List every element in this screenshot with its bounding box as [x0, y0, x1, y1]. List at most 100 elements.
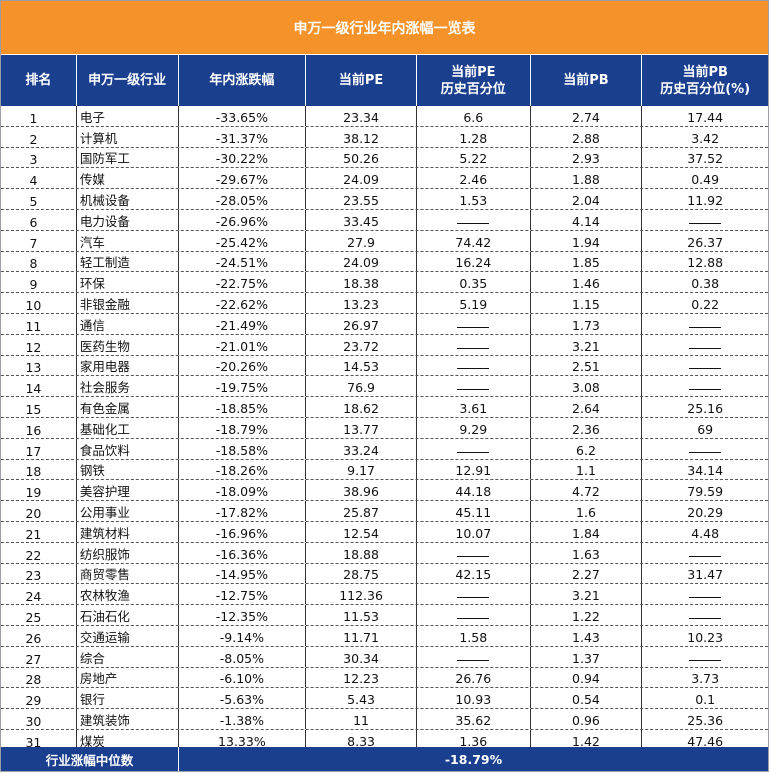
header-pb-percentile: 当前PB 历史百分位(%): [642, 55, 768, 106]
cell-industry: 有色金属: [77, 397, 179, 417]
header-pe: 当前PE: [306, 55, 417, 106]
cell-industry: 基础化工: [77, 417, 179, 438]
cell-industry-text: 医药生物: [79, 338, 130, 354]
table-row: 19 美容护理 -18.09% 38.96 44.18 4.72 79.59: [1, 480, 768, 502]
cell-pe-text: 5.43: [347, 692, 375, 708]
cell-pb-text: 2.93: [572, 151, 600, 167]
cell-rank: 17: [1, 438, 77, 459]
cell-change: -17.82%: [179, 501, 307, 521]
cell-change-text: -20.26%: [215, 359, 268, 375]
cell-change: -25.42%: [179, 230, 307, 251]
cell-change: -20.26%: [179, 355, 307, 376]
cell-pb: 3.21: [531, 334, 643, 355]
cell-pb-percentile-text: 26.37: [687, 234, 724, 250]
cell-pe-percentile: 74.42: [417, 230, 531, 251]
cell-pb-percentile: 3.73: [642, 668, 768, 688]
cell-pb-text: 2.04: [572, 192, 600, 208]
cell-pe: 28.75: [306, 563, 417, 584]
cell-pb-text: 0.54: [572, 692, 600, 708]
cell-pe: 8.33: [306, 729, 417, 750]
cell-pe: 112.36: [306, 584, 417, 605]
cell-rank-text: 31: [25, 734, 42, 750]
cell-change-text: -14.95%: [215, 567, 268, 583]
cell-pb-percentile-text: 31.47: [687, 567, 724, 583]
cell-pe-percentile: 12.91: [417, 459, 531, 480]
cell-rank-text: 18: [25, 464, 42, 480]
cell-pe-percentile: [417, 646, 531, 667]
table-row: 2 计算机 -31.37% 38.12 1.28 2.88 3.42: [1, 126, 768, 148]
table-row: 17 食品饮料 -18.58% 33.24 6.2: [1, 438, 768, 460]
cell-pb-percentile: 31.47: [642, 564, 768, 584]
cell-change: 13.33%: [179, 729, 307, 750]
cell-pb-text: 3.08: [572, 380, 600, 396]
table-row: 14 社会服务 -19.75% 76.9 3.08: [1, 376, 768, 398]
cell-change-text: -18.26%: [215, 463, 268, 479]
cell-rank-text: 12: [25, 339, 42, 355]
empty-dash: [689, 368, 722, 370]
empty-dash: [689, 389, 722, 391]
cell-industry-text: 房地产: [79, 671, 118, 687]
cell-industry-text: 计算机: [79, 130, 118, 146]
cell-pb-text: 1.94: [572, 234, 600, 250]
cell-change: -24.51%: [179, 251, 307, 272]
cell-rank: 24: [1, 584, 77, 605]
cell-rank-text: 10: [25, 297, 42, 313]
cell-pb-percentile: [642, 314, 768, 334]
cell-pb-percentile: [642, 356, 768, 376]
cell-pe: 25.87: [306, 501, 417, 521]
header-change: 年内涨跌幅: [179, 55, 307, 106]
header-pb: 当前PB: [531, 55, 643, 106]
cell-pe: 18.88: [306, 542, 417, 563]
cell-pe-percentile-text: 5.19: [459, 296, 488, 312]
cell-pe-text: 9.17: [347, 463, 375, 479]
header-row: 排名 申万一级行业 年内涨跌幅 当前PE 当前PE 历史百分位 当前PB 当前P…: [1, 55, 768, 106]
cell-industry-text: 纺织服饰: [79, 546, 130, 562]
table-row: 22 纺织服饰 -16.36% 18.88 1.63: [1, 542, 768, 564]
empty-dash: [689, 555, 722, 557]
cell-pb-percentile-text: 4.48: [691, 525, 720, 541]
cell-change: -12.75%: [179, 584, 307, 605]
cell-pb: 1.42: [531, 729, 643, 750]
cell-pe-percentile-text: 26.76: [455, 671, 492, 687]
cell-pb-text: 4.72: [572, 484, 600, 500]
cell-pe: 12.23: [306, 667, 417, 688]
cell-change-text: -1.38%: [219, 712, 264, 728]
cell-rank-text: 30: [25, 713, 42, 729]
cell-industry-text: 食品饮料: [79, 442, 130, 458]
cell-rank-text: 29: [25, 693, 42, 709]
cell-change: -5.63%: [179, 688, 307, 709]
cell-change-text: -18.85%: [215, 400, 268, 416]
cell-rank: 19: [1, 480, 77, 501]
cell-pe-percentile: 1.36: [417, 729, 531, 750]
cell-rank: 21: [1, 521, 77, 542]
cell-industry: 环保: [77, 272, 179, 293]
cell-rank-text: 15: [25, 401, 42, 417]
cell-change-text: -24.51%: [215, 255, 268, 271]
cell-rank: 23: [1, 563, 77, 584]
cell-rank: 8: [1, 251, 77, 272]
cell-rank-text: 24: [25, 589, 42, 605]
cell-pe: 76.9: [306, 376, 417, 397]
cell-pe-text: 11.71: [343, 629, 379, 645]
cell-industry: 建筑材料: [77, 521, 179, 542]
cell-industry-text: 国防军工: [79, 151, 130, 167]
cell-rank: 29: [1, 688, 77, 709]
cell-pe-text: 12.23: [343, 671, 379, 687]
cell-pb-text: 1.88: [572, 172, 600, 188]
cell-industry-text: 家用电器: [79, 359, 130, 375]
cell-rank: 4: [1, 168, 77, 189]
cell-rank: 27: [1, 646, 77, 667]
cell-industry: 综合: [77, 646, 179, 667]
cell-pe: 23.72: [306, 334, 417, 355]
cell-pb-percentile: [642, 584, 768, 604]
cell-pe-percentile: 1.53: [417, 189, 531, 209]
cell-pb-text: 1.6: [576, 504, 596, 520]
cell-pe-percentile-text: 10.07: [455, 525, 492, 541]
empty-dash: [689, 451, 722, 453]
cell-pe-percentile-text: 1.28: [459, 130, 488, 146]
cell-rank: 3: [1, 147, 77, 168]
cell-change-text: -6.10%: [219, 671, 264, 687]
cell-change-text: -21.49%: [215, 317, 268, 333]
cell-rank-text: 20: [25, 505, 42, 521]
empty-dash: [457, 347, 490, 349]
